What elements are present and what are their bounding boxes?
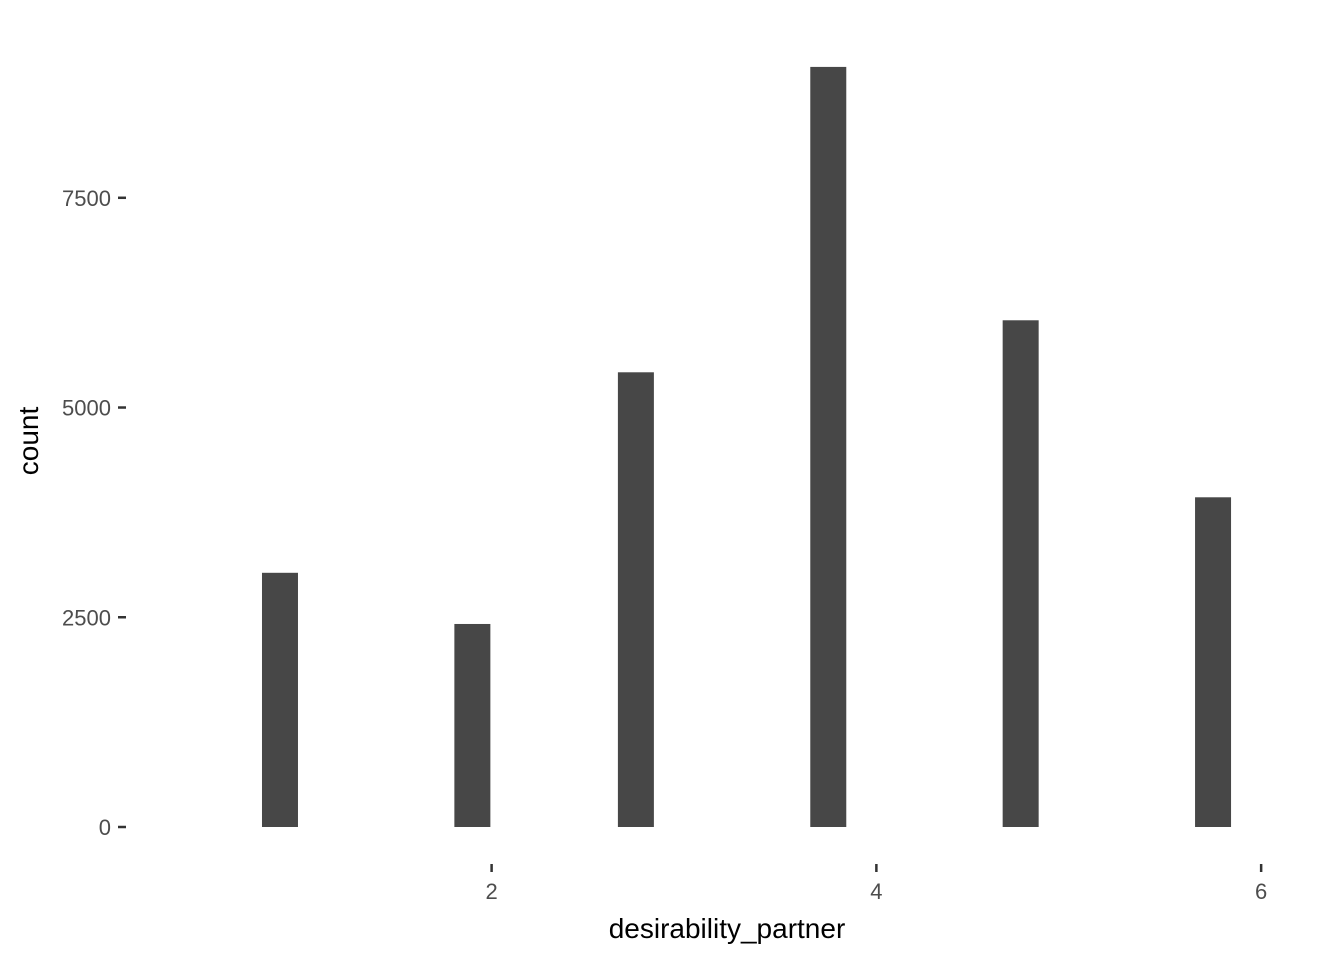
bar [261, 572, 298, 827]
x-tick-label: 2 [485, 879, 497, 904]
y-tick-label: 7500 [62, 186, 111, 211]
x-tick-label: 6 [1255, 879, 1267, 904]
x-axis: 2 4 6 [485, 864, 1267, 904]
y-tick-label: 5000 [62, 396, 111, 421]
bar [617, 372, 654, 827]
y-tick-label: 0 [99, 815, 111, 840]
x-axis-title: desirability_partner [609, 913, 846, 944]
bar [1195, 497, 1232, 827]
bar [1002, 320, 1039, 827]
y-axis-title: count [13, 407, 44, 476]
bar [454, 623, 491, 827]
x-tick-label: 4 [870, 879, 882, 904]
bars [261, 66, 1232, 827]
y-axis: 0 2500 5000 7500 [62, 186, 126, 840]
y-tick-label: 2500 [62, 605, 111, 630]
bar [810, 66, 847, 827]
